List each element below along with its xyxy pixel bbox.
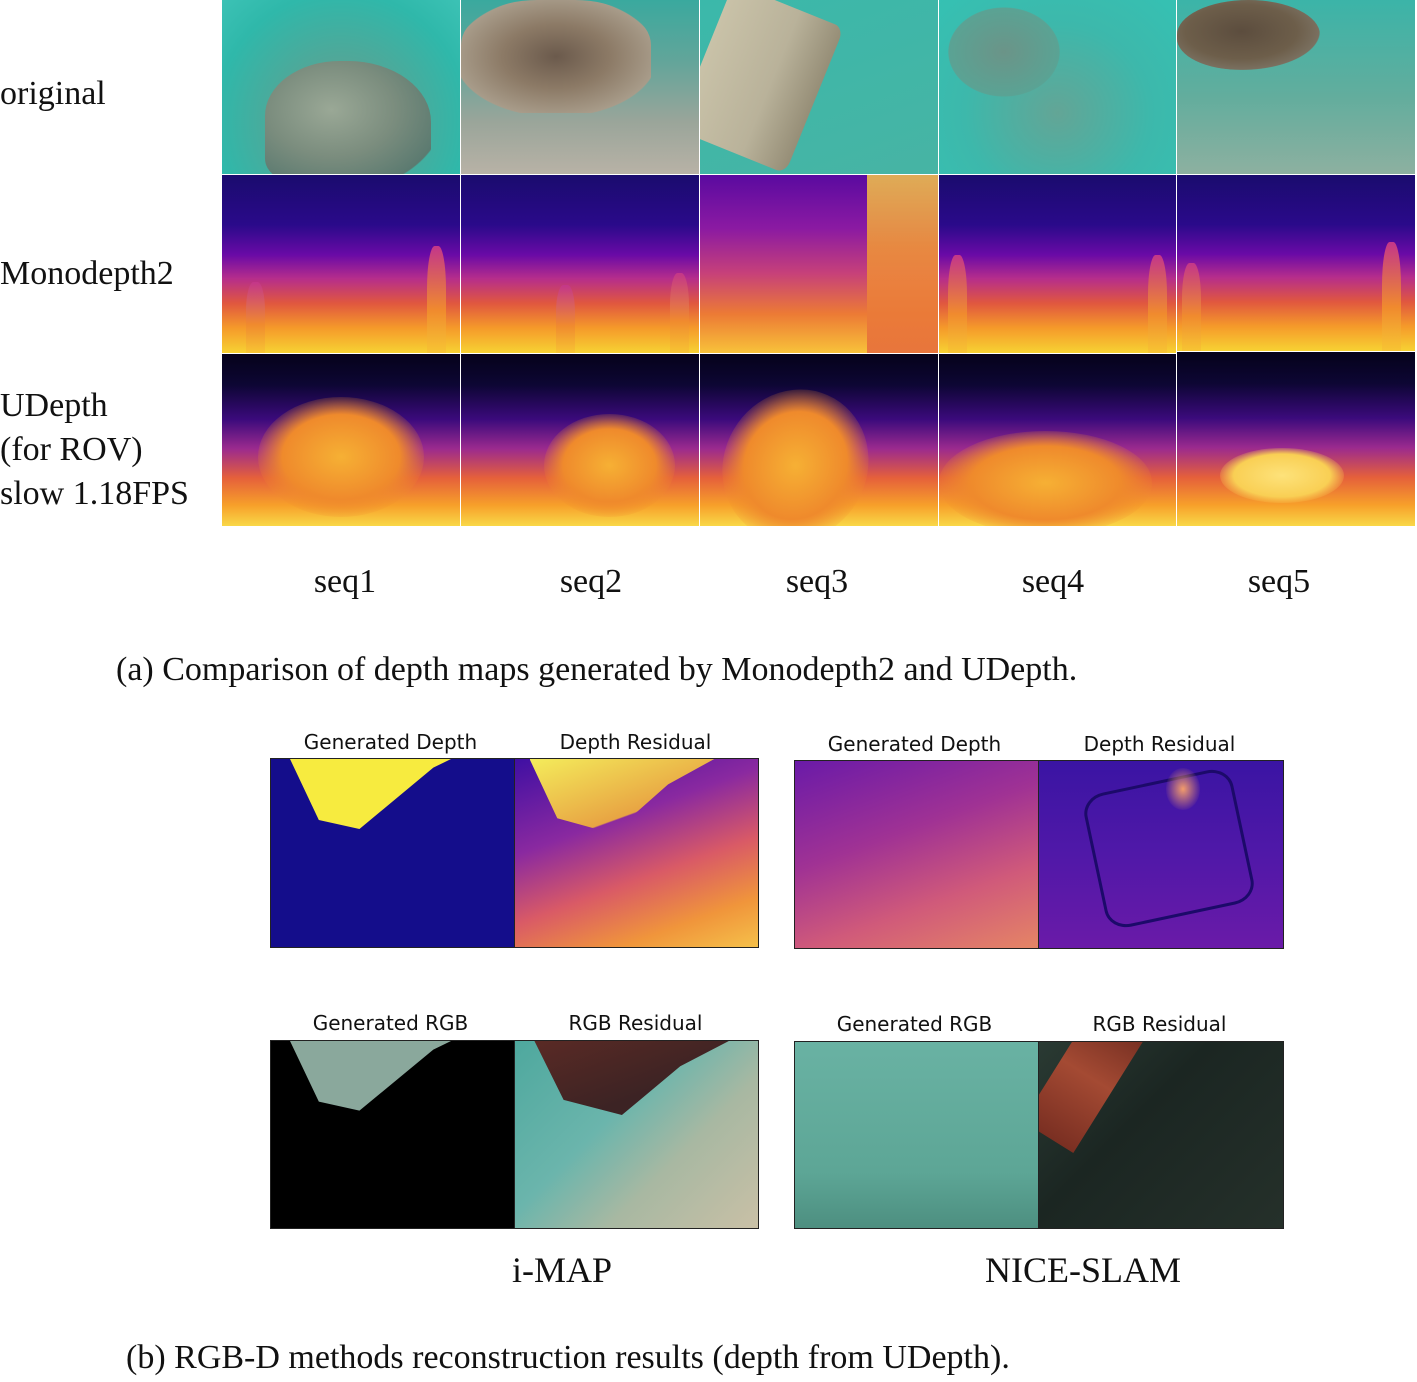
nice-rgb-residual-title: RGB Residual	[1092, 1012, 1227, 1036]
column-label-seq4: seq4	[1021, 563, 1085, 600]
nice-generated-depth-panel	[794, 760, 1039, 949]
imap-depth-residual-title: Depth Residual	[559, 730, 712, 754]
udepth-seq5-depth	[1177, 352, 1415, 526]
nice-depth-residual-panel	[1038, 760, 1284, 949]
monodepth2-seq4-depth	[939, 175, 1176, 353]
column-label-seq1: seq1	[313, 563, 377, 600]
column-label-seq5: seq5	[1247, 563, 1311, 600]
imap-rgb-residual-panel	[514, 1040, 759, 1229]
original-seq3-image	[700, 0, 938, 174]
row-label-udepth: UDepth (for ROV) slow 1.18FPS	[0, 384, 189, 516]
monodepth2-seq3-depth	[700, 175, 938, 353]
row-label-udepth-line2: (for ROV)	[0, 431, 143, 468]
imap-depth-residual-panel	[514, 758, 759, 948]
nice-generated-rgb-panel	[794, 1041, 1039, 1229]
imap-generated-depth-title: Generated Depth	[303, 730, 478, 754]
imap-generated-rgb-panel	[270, 1040, 515, 1229]
method-label-nice-slam: NICE-SLAM	[985, 1250, 1181, 1290]
column-label-seq3: seq3	[785, 563, 849, 600]
monodepth2-seq1-depth	[222, 175, 460, 353]
row-label-monodepth2: Monodepth2	[0, 255, 174, 292]
imap-generated-depth-panel	[270, 758, 515, 948]
udepth-seq4-depth	[939, 354, 1176, 526]
original-seq2-image	[461, 0, 699, 174]
udepth-seq3-depth	[700, 354, 938, 526]
monodepth2-seq2-depth	[461, 175, 699, 353]
nice-generated-depth-title: Generated Depth	[827, 732, 1002, 756]
nice-rgb-residual-panel	[1038, 1041, 1284, 1229]
udepth-seq2-depth	[461, 354, 699, 526]
method-label-imap: i-MAP	[511, 1250, 613, 1290]
original-seq1-image	[222, 0, 460, 174]
column-label-seq2: seq2	[559, 563, 623, 600]
nice-depth-residual-title: Depth Residual	[1083, 732, 1236, 756]
monodepth2-seq5-depth	[1177, 175, 1415, 351]
row-label-udepth-line3: slow 1.18FPS	[0, 475, 189, 512]
udepth-seq1-depth	[222, 354, 460, 526]
original-seq5-image	[1177, 0, 1415, 174]
row-label-udepth-line1: UDepth	[0, 387, 108, 424]
row-label-original: original	[0, 75, 106, 112]
original-seq4-image	[939, 0, 1176, 174]
imap-generated-rgb-title: Generated RGB	[312, 1011, 469, 1035]
nice-generated-rgb-title: Generated RGB	[836, 1012, 993, 1036]
caption-a: (a) Comparison of depth maps generated b…	[116, 651, 1078, 688]
caption-b: (b) RGB-D methods reconstruction results…	[126, 1339, 1010, 1376]
imap-rgb-residual-title: RGB Residual	[568, 1011, 703, 1035]
